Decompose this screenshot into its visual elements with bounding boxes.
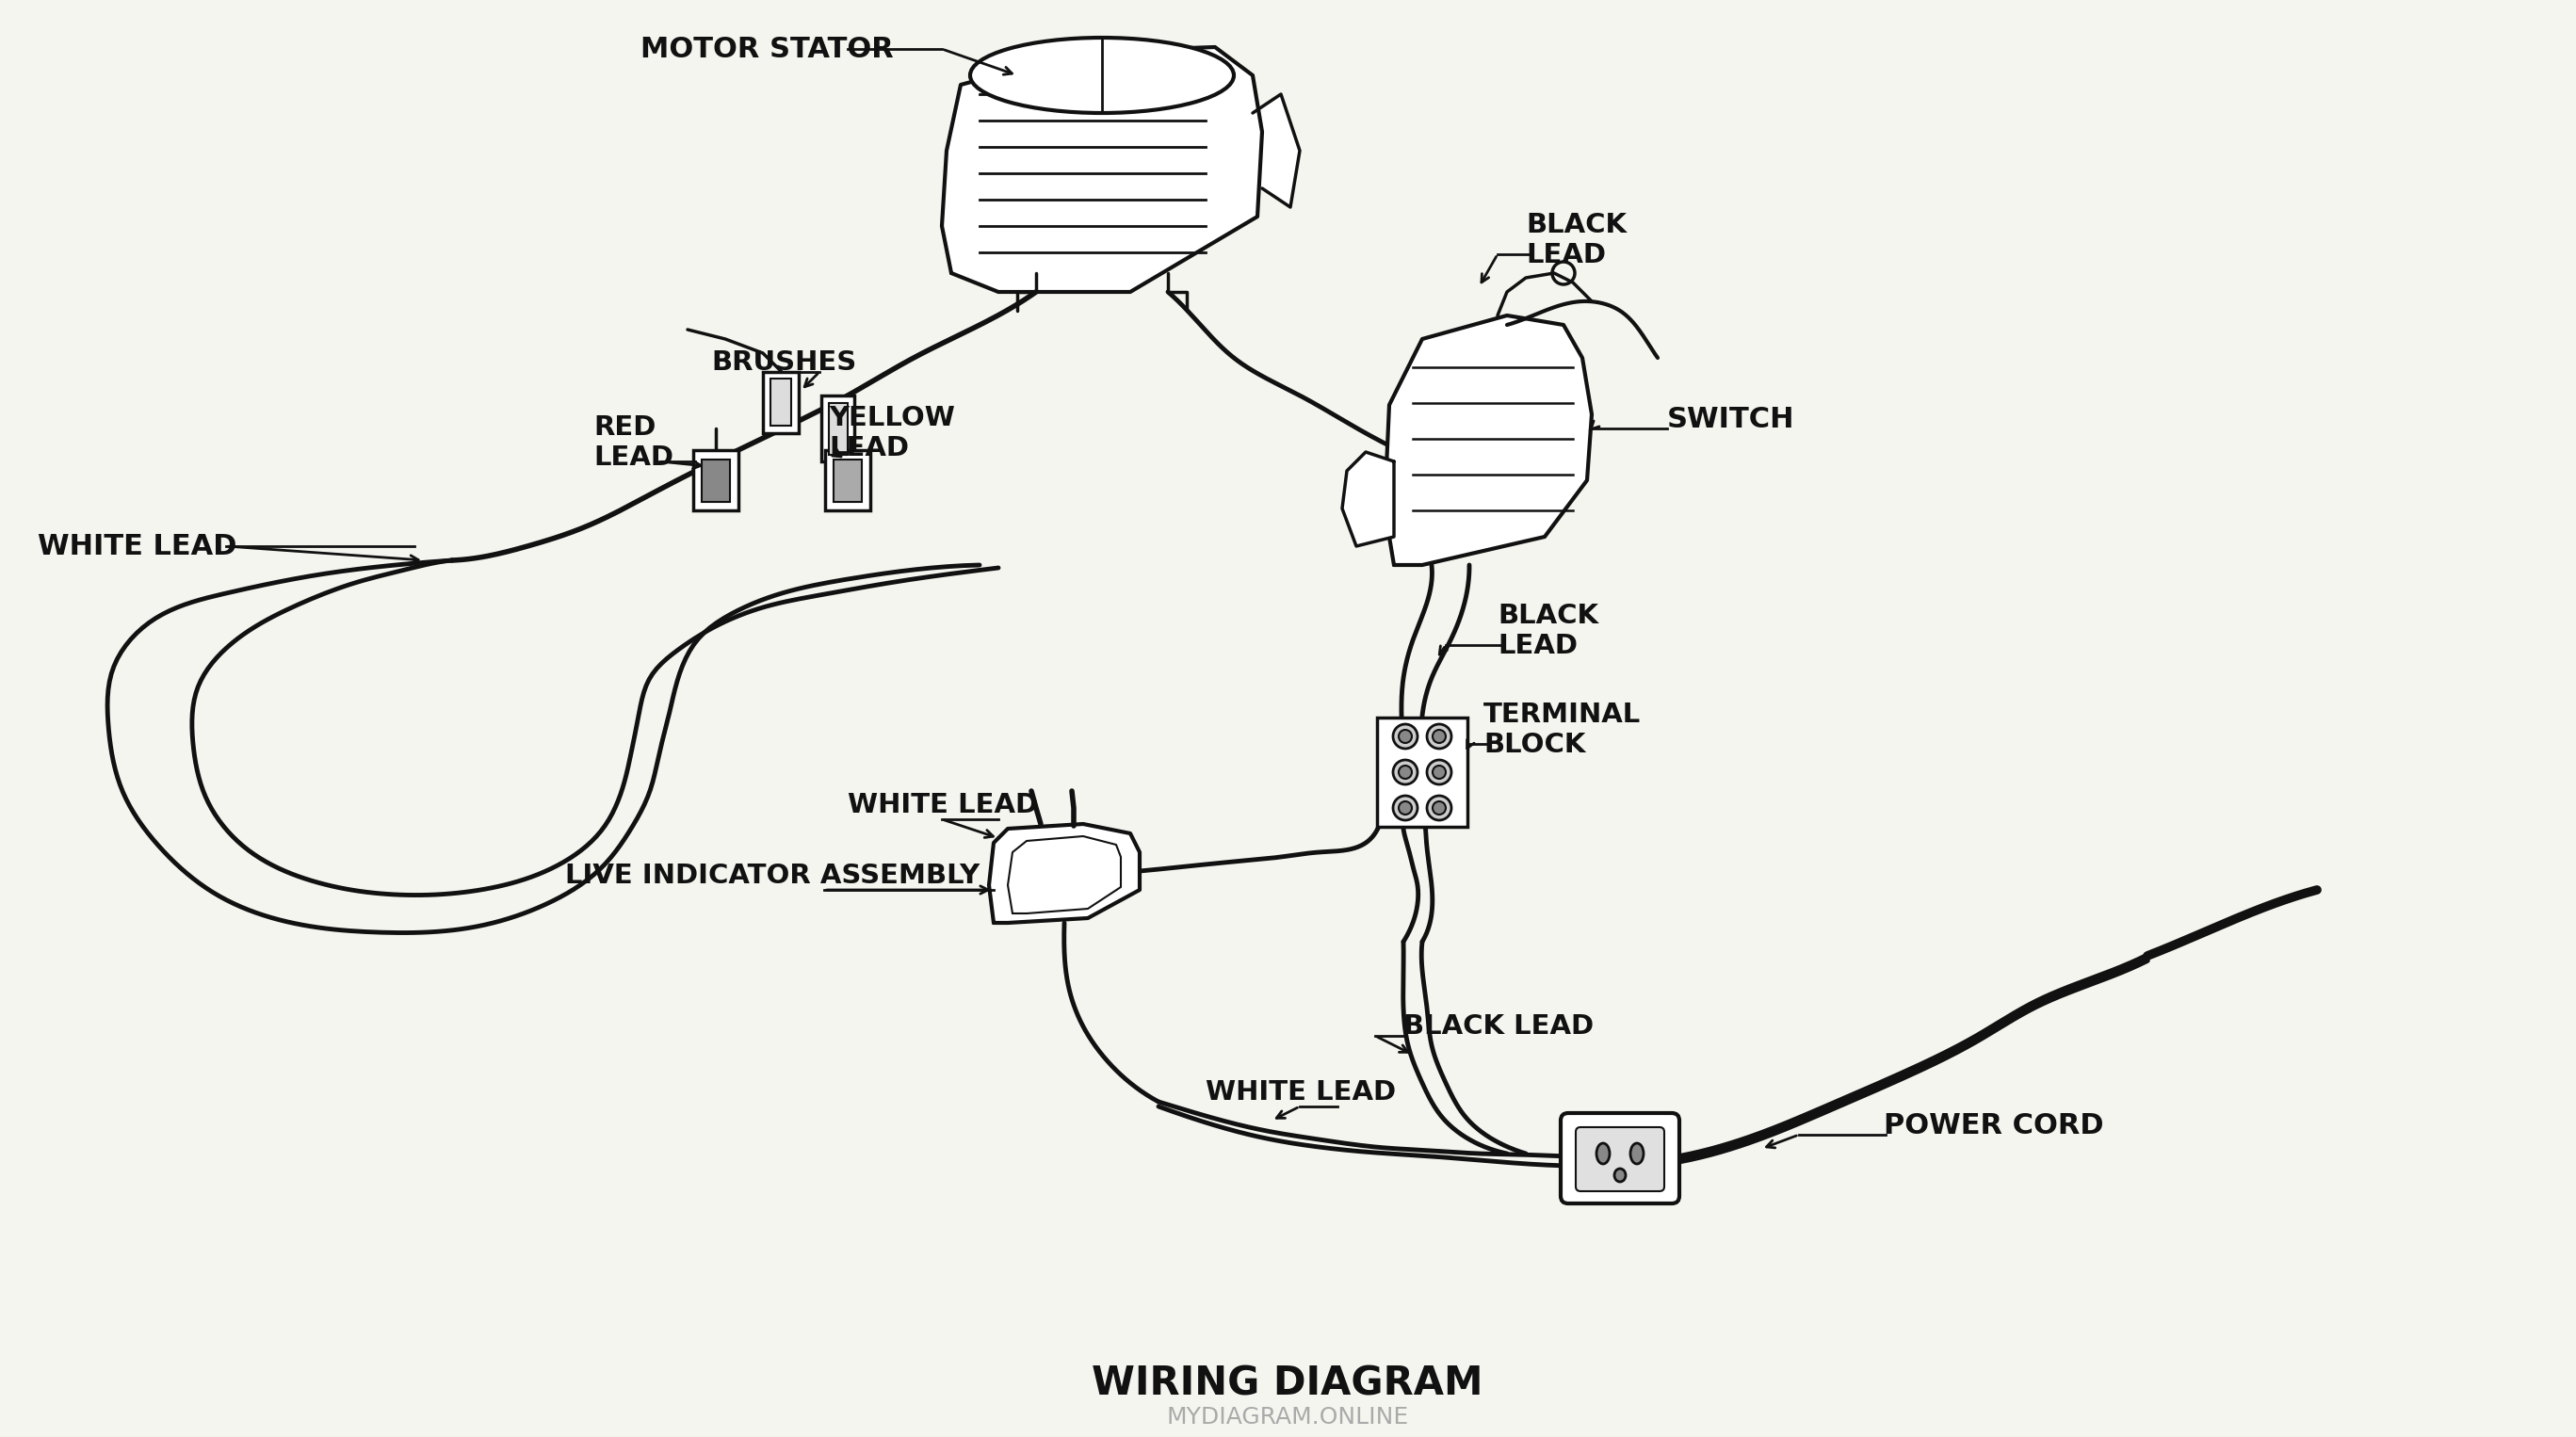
Text: SWITCH: SWITCH [1667, 405, 1795, 433]
Ellipse shape [1631, 1144, 1643, 1164]
Text: LIVE INDICATOR ASSEMBLY: LIVE INDICATOR ASSEMBLY [564, 862, 979, 890]
Polygon shape [1383, 316, 1592, 565]
FancyBboxPatch shape [1378, 717, 1468, 826]
FancyBboxPatch shape [1561, 1114, 1680, 1203]
Bar [835, 460, 863, 502]
Ellipse shape [1597, 1144, 1610, 1164]
Bar [762, 372, 799, 433]
Polygon shape [989, 823, 1139, 923]
Circle shape [1427, 724, 1450, 749]
Polygon shape [1342, 453, 1394, 546]
Bar [829, 402, 848, 456]
Circle shape [1427, 760, 1450, 785]
Text: BLACK
LEAD: BLACK LEAD [1525, 211, 1625, 269]
Text: TERMINAL
BLOCK: TERMINAL BLOCK [1484, 701, 1641, 759]
Circle shape [1399, 766, 1412, 779]
Text: MYDIAGRAM.ONLINE: MYDIAGRAM.ONLINE [1167, 1405, 1409, 1428]
Circle shape [1394, 796, 1417, 821]
Circle shape [1427, 796, 1450, 821]
Text: MOTOR STATOR: MOTOR STATOR [641, 36, 894, 63]
Text: BRUSHES: BRUSHES [711, 349, 855, 375]
Bar [822, 395, 855, 461]
Text: YELLOW
LEAD: YELLOW LEAD [829, 405, 956, 461]
Text: BLACK
LEAD: BLACK LEAD [1497, 602, 1597, 660]
Text: WIRING DIAGRAM: WIRING DIAGRAM [1092, 1365, 1484, 1404]
Text: RED
LEAD: RED LEAD [592, 414, 672, 471]
Circle shape [1432, 802, 1445, 815]
Circle shape [1399, 730, 1412, 743]
Circle shape [1432, 766, 1445, 779]
FancyBboxPatch shape [693, 450, 739, 510]
Polygon shape [1252, 95, 1301, 207]
Polygon shape [943, 47, 1262, 292]
Circle shape [1399, 802, 1412, 815]
Text: WHITE LEAD: WHITE LEAD [39, 533, 237, 560]
Text: BLACK LEAD: BLACK LEAD [1404, 1013, 1595, 1039]
Bar [701, 460, 729, 502]
Circle shape [1432, 730, 1445, 743]
Circle shape [1394, 724, 1417, 749]
FancyBboxPatch shape [824, 450, 871, 510]
Text: WHITE LEAD: WHITE LEAD [848, 792, 1038, 818]
Bar [770, 378, 791, 425]
Circle shape [1394, 760, 1417, 785]
Ellipse shape [1615, 1168, 1625, 1181]
Text: POWER CORD: POWER CORD [1883, 1112, 2105, 1140]
Text: WHITE LEAD: WHITE LEAD [1206, 1079, 1396, 1105]
Ellipse shape [971, 37, 1234, 114]
FancyBboxPatch shape [1577, 1127, 1664, 1191]
